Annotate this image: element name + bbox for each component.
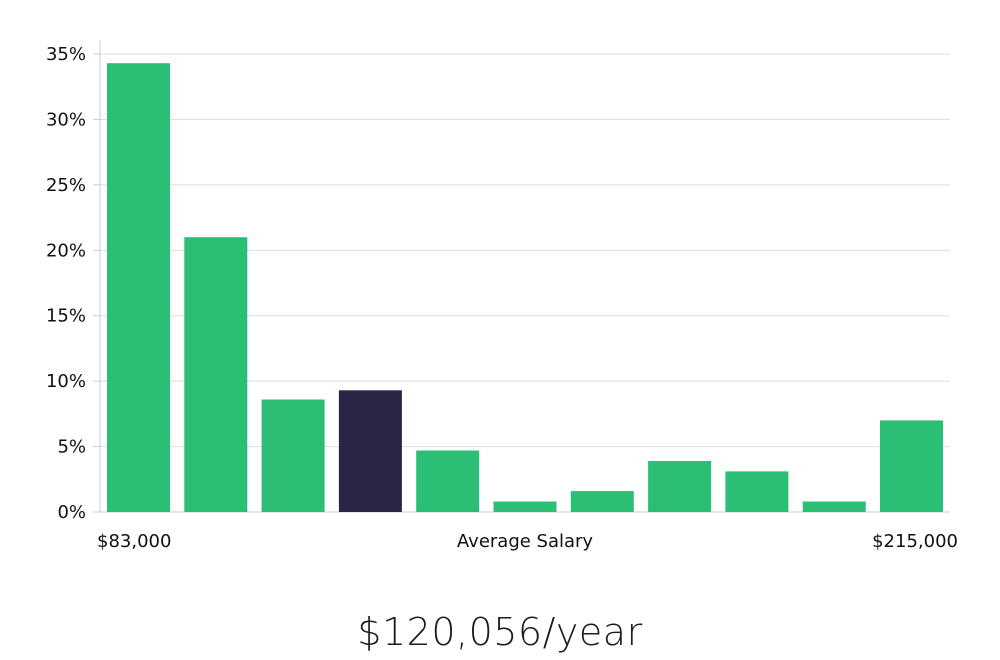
y-tick-label: 0% (57, 502, 86, 523)
x-max-label: $215,000 (872, 531, 958, 552)
bar (107, 63, 170, 512)
bar (648, 461, 712, 512)
bars (107, 63, 943, 512)
bar (493, 501, 557, 512)
y-axis-ticks: 0% 5% 10% 15% 20% 25% 30% 35% (46, 44, 100, 523)
y-tick-label: 20% (46, 240, 86, 261)
y-tick-label: 5% (57, 437, 86, 458)
y-tick-label: 30% (46, 109, 86, 130)
y-tick-label: 15% (46, 306, 86, 327)
bar (802, 501, 866, 512)
y-tick-label: 25% (46, 175, 86, 196)
bar (570, 491, 634, 512)
bar (416, 450, 480, 512)
bar-highlighted (338, 390, 402, 512)
salary-histogram-chart: 0% 5% 10% 15% 20% 25% 30% 35% $83,000 Average S… (46, 40, 958, 552)
x-axis-title: Average Salary (457, 531, 594, 552)
bar (184, 237, 248, 512)
bar (880, 420, 943, 512)
y-tick-label: 10% (46, 371, 86, 392)
x-min-label: $83,000 (97, 531, 171, 552)
y-tick-label: 35% (46, 44, 86, 65)
bar (725, 471, 789, 512)
bar (261, 399, 325, 512)
average-salary-value: $120,056/year (357, 610, 643, 654)
